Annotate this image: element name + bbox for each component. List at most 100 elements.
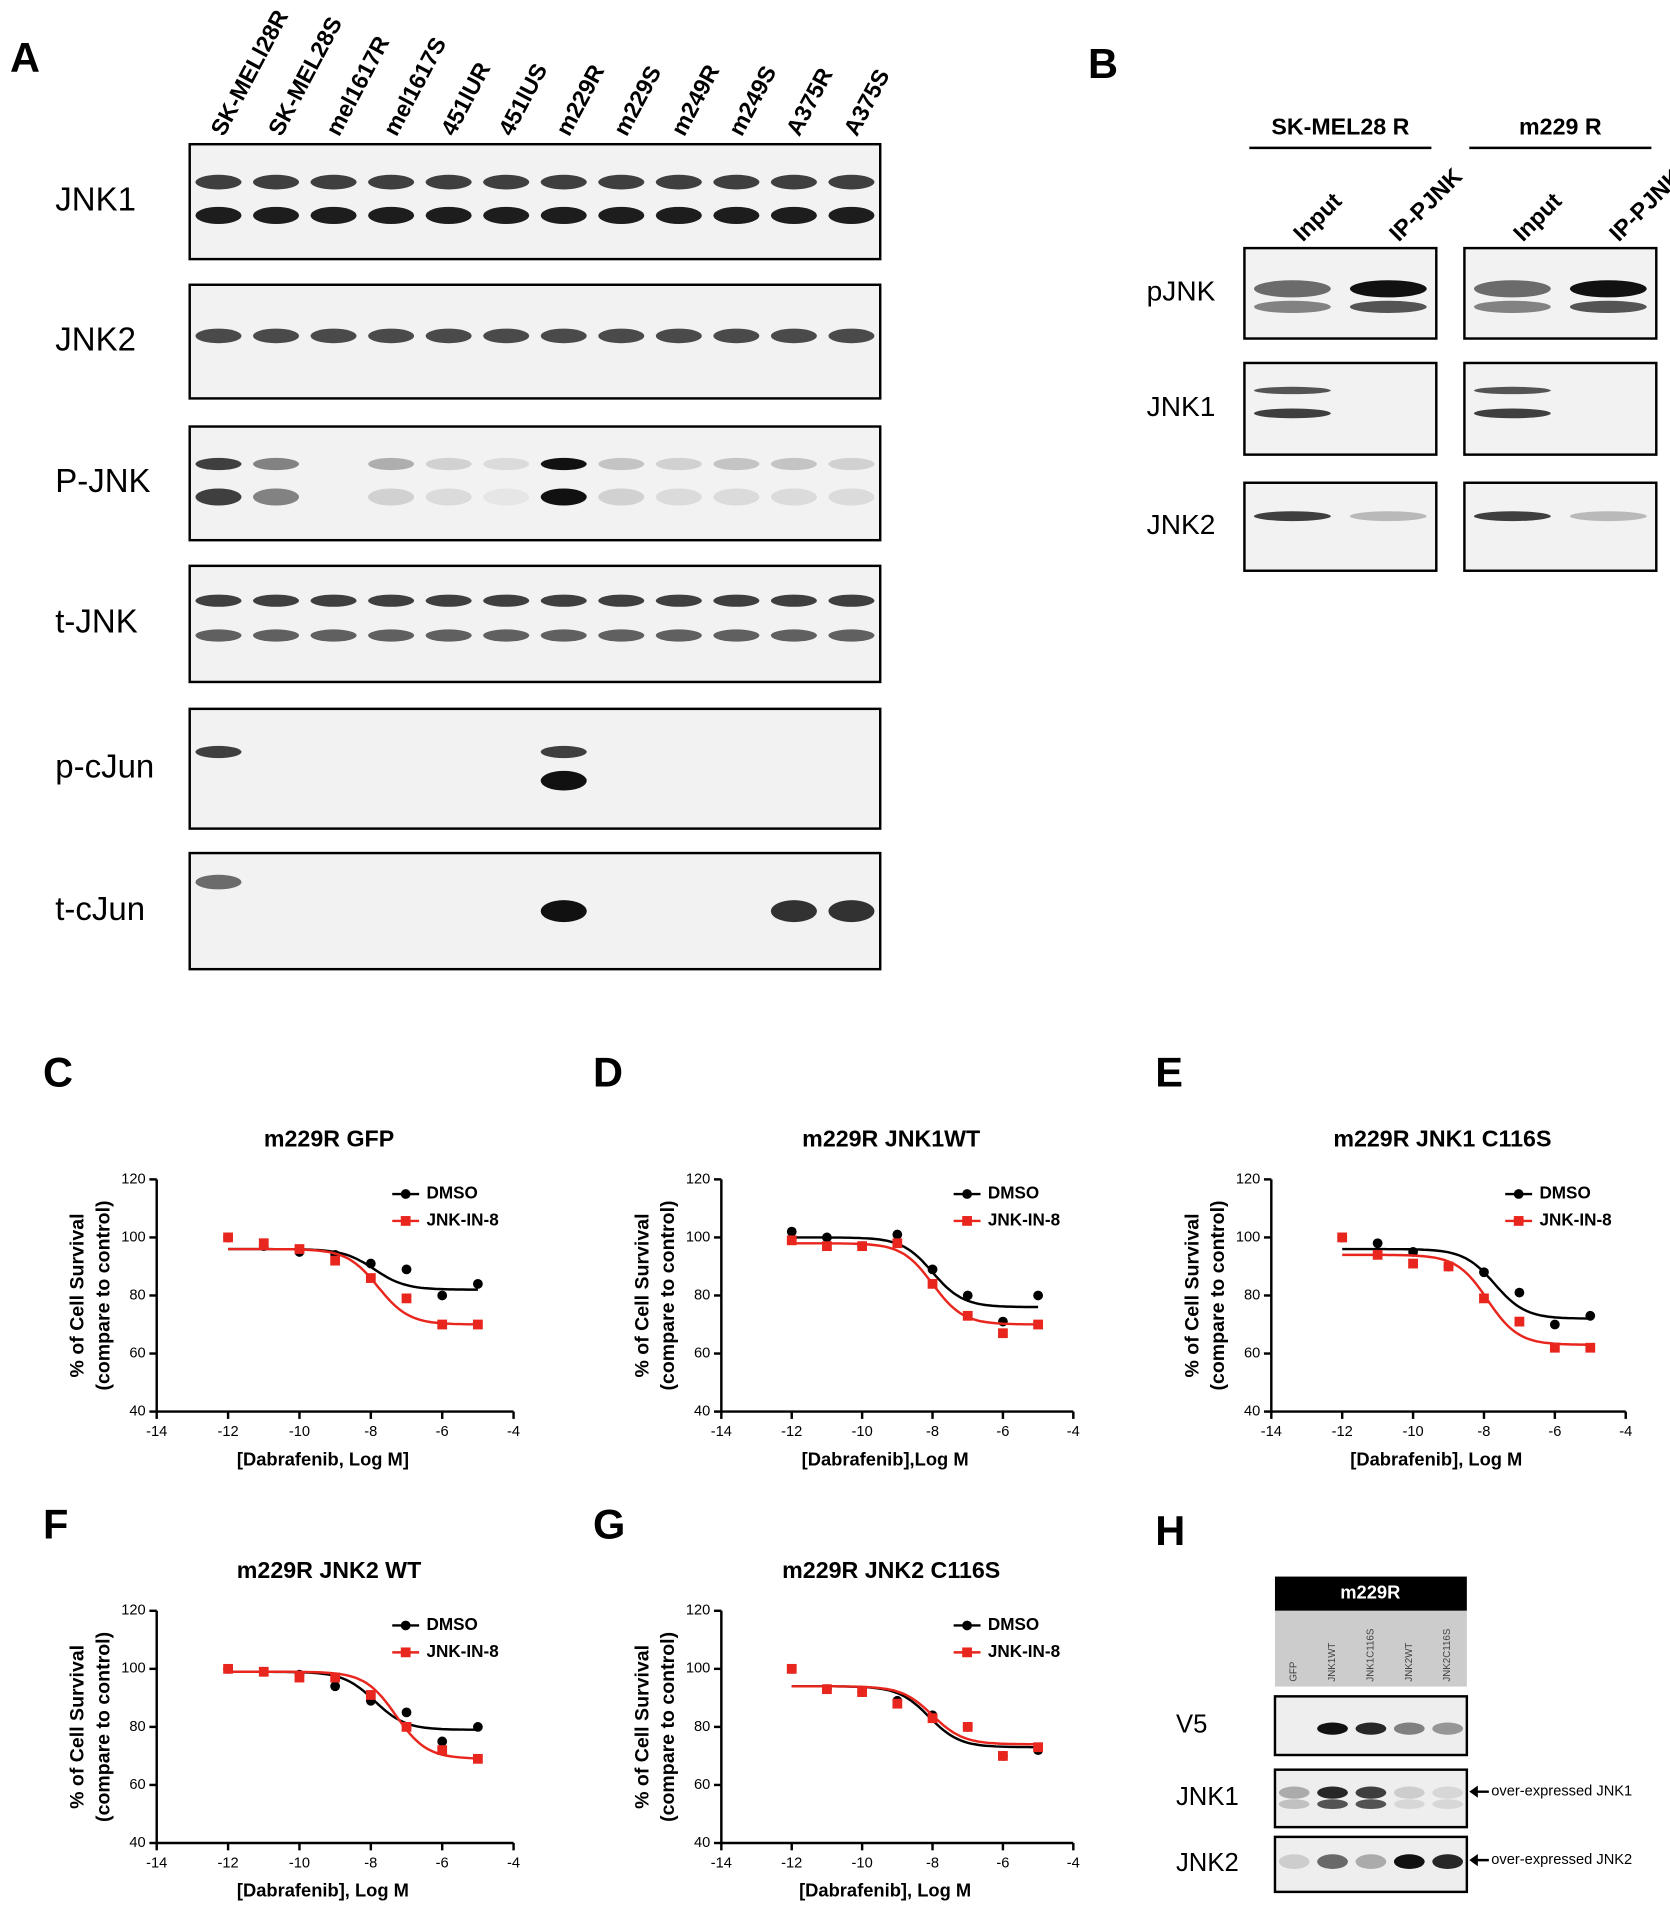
fit-curve (228, 1670, 478, 1760)
legend-marker (1513, 1216, 1524, 1226)
blot (188, 425, 882, 542)
band (770, 629, 817, 642)
y-tick-label: 40 (694, 1403, 710, 1419)
y-tick-label: 40 (1244, 1403, 1260, 1419)
data-point (365, 1258, 376, 1269)
legend-label: DMSO (426, 1184, 477, 1203)
x-tick-label: -14 (1261, 1424, 1282, 1440)
band (598, 206, 645, 224)
band (713, 457, 760, 471)
band (655, 629, 702, 642)
y-tick-label: 100 (686, 1661, 710, 1677)
band (1254, 408, 1331, 419)
band (195, 206, 242, 224)
data-point (822, 1684, 832, 1695)
x-tick-label: -14 (711, 1424, 732, 1440)
lane-label: A375R (781, 63, 838, 139)
x-tick-label: -8 (1477, 1424, 1490, 1440)
band (828, 629, 875, 642)
data-point (1549, 1319, 1560, 1330)
y-tick-label: 120 (121, 1603, 145, 1619)
row-label: pJNK (1147, 276, 1216, 307)
band (483, 328, 530, 344)
band (828, 457, 875, 471)
data-point (962, 1722, 973, 1732)
band (195, 629, 242, 642)
data-point (1585, 1310, 1596, 1321)
band (1254, 280, 1331, 298)
x-tick-label: -4 (1067, 1856, 1080, 1872)
lane-label: IP-PJNK (1384, 163, 1467, 246)
legend-label: JNK-IN-8 (988, 1210, 1060, 1229)
data-point (786, 1663, 797, 1674)
x-tick-label: -8 (926, 1856, 939, 1872)
lane-label: A375S (838, 65, 894, 140)
data-point (401, 1264, 412, 1275)
data-point (437, 1319, 448, 1330)
row-label: JNK1 (55, 180, 136, 217)
chart-title: m229R JNK1 C116S (1333, 1125, 1551, 1151)
lane-label: JNK2WT (1404, 1643, 1415, 1682)
y-axis-label: (compare to control) (657, 1200, 679, 1390)
data-point (330, 1255, 341, 1266)
band (655, 206, 702, 224)
band (1317, 1786, 1348, 1799)
header-bar (1274, 1576, 1467, 1611)
band (253, 457, 300, 471)
lane-label: JNK1C116S (1365, 1628, 1376, 1682)
data-point (401, 1707, 412, 1718)
x-tick-label: -8 (364, 1856, 377, 1872)
band (195, 174, 242, 190)
band (425, 488, 472, 506)
blot (188, 707, 882, 830)
band (655, 174, 702, 190)
band (1432, 1854, 1464, 1869)
band (483, 594, 530, 607)
data-point (1549, 1342, 1560, 1353)
legend-label: JNK-IN-8 (988, 1642, 1060, 1661)
x-axis-label: [Dabrafenib, Log M] (237, 1448, 409, 1469)
fit-curve (1342, 1253, 1591, 1346)
x-tick-label: -6 (436, 1424, 449, 1440)
data-point (1479, 1293, 1489, 1304)
y-tick-label: 80 (1244, 1287, 1260, 1303)
data-point (1372, 1238, 1383, 1249)
lane-label: m229S (608, 61, 666, 139)
fit-curve (228, 1247, 478, 1291)
panel-letter: C (43, 1048, 73, 1095)
data-point (822, 1232, 832, 1243)
band (828, 488, 875, 506)
data-point (437, 1290, 448, 1301)
band (655, 488, 702, 506)
legend-label: JNK-IN-8 (426, 1210, 498, 1229)
x-tick-label: -6 (1548, 1424, 1561, 1440)
x-tick-label: -14 (146, 1856, 167, 1872)
data-point (330, 1681, 341, 1692)
y-tick-label: 60 (694, 1345, 710, 1361)
data-point (998, 1751, 1008, 1761)
data-point (294, 1672, 305, 1683)
band (540, 328, 587, 344)
band (713, 328, 760, 344)
band (770, 594, 817, 607)
legend-label: JNK-IN-8 (1539, 1210, 1611, 1229)
band (1317, 1722, 1348, 1735)
header-label: m229R (1340, 1582, 1400, 1603)
data-point (857, 1241, 868, 1252)
band (1349, 300, 1427, 313)
data-point (892, 1238, 903, 1249)
band (253, 594, 300, 607)
y-tick-label: 100 (121, 1229, 145, 1245)
band (1474, 386, 1551, 395)
band (540, 457, 587, 471)
data-point (892, 1229, 903, 1240)
data-point (223, 1663, 233, 1674)
band (1474, 300, 1551, 313)
band (195, 874, 242, 890)
band (540, 174, 587, 190)
band (1393, 1854, 1425, 1869)
band (1355, 1722, 1387, 1735)
y-axis-label: % of Cell Survival (1181, 1213, 1203, 1377)
x-tick-label: -6 (996, 1856, 1009, 1872)
band (195, 594, 242, 607)
